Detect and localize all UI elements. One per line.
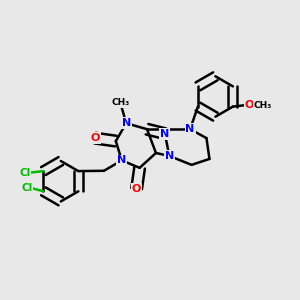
- Text: N: N: [122, 118, 131, 128]
- Text: O: O: [244, 100, 254, 110]
- Text: Cl: Cl: [21, 183, 33, 193]
- Text: N: N: [165, 151, 174, 161]
- Text: N: N: [185, 124, 195, 134]
- Text: Cl: Cl: [19, 168, 31, 178]
- Text: N: N: [160, 129, 170, 139]
- Text: CH₃: CH₃: [254, 100, 272, 109]
- Text: O: O: [132, 184, 141, 194]
- Text: O: O: [90, 133, 100, 143]
- Text: CH₃: CH₃: [111, 98, 129, 107]
- Text: N: N: [117, 155, 126, 165]
